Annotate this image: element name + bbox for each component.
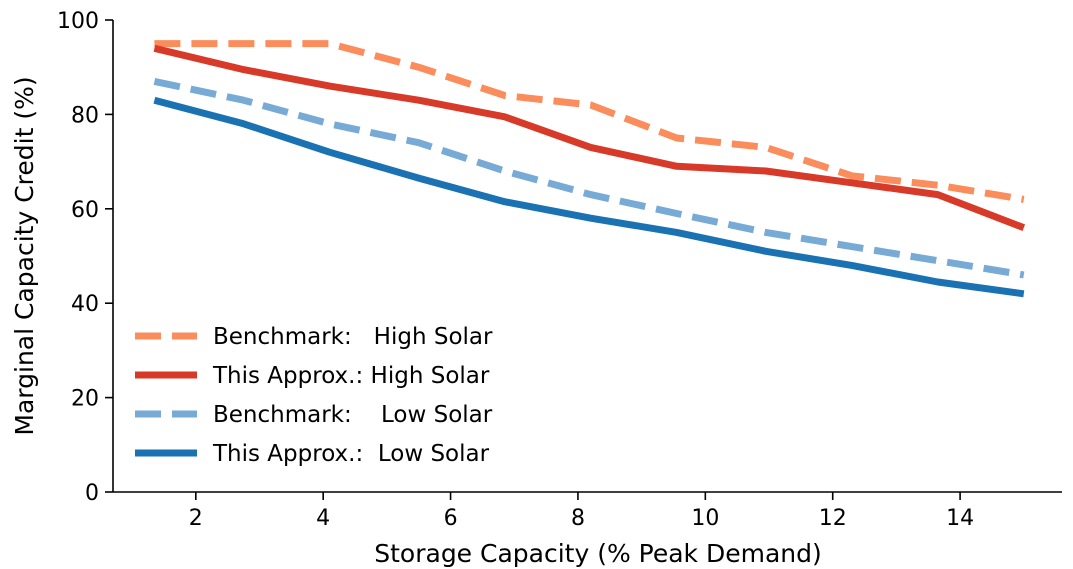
x-tick-label: 8 xyxy=(571,506,585,531)
legend-label-2: This Approx.: High Solar xyxy=(212,363,490,389)
series-layer xyxy=(154,44,1023,294)
x-tick-label: 4 xyxy=(316,506,330,531)
y-tick-label: 40 xyxy=(71,292,99,317)
legend-label-3: Benchmark: Low Solar xyxy=(213,402,493,428)
y-tick-label: 100 xyxy=(57,9,99,34)
y-tick-label: 60 xyxy=(71,198,99,223)
x-tick-label: 12 xyxy=(819,506,847,531)
x-tick-label: 14 xyxy=(946,506,974,531)
series-line-1 xyxy=(154,44,1023,200)
y-tick-label: 0 xyxy=(85,481,99,506)
x-tick-label: 6 xyxy=(444,506,458,531)
y-tick-label: 20 xyxy=(71,387,99,412)
x-tick-label: 2 xyxy=(189,506,203,531)
x-tick-label: 10 xyxy=(691,506,719,531)
legend: Benchmark: High Solar This Approx.: High … xyxy=(135,324,493,467)
y-axis-title: Marginal Capacity Credit (%) xyxy=(10,76,39,435)
y-tick-label: 80 xyxy=(71,103,99,128)
x-axis-title: Storage Capacity (% Peak Demand) xyxy=(374,539,822,568)
legend-label-4: This Approx.: Low Solar xyxy=(212,441,490,467)
legend-label-1: Benchmark: High Solar xyxy=(213,324,493,350)
